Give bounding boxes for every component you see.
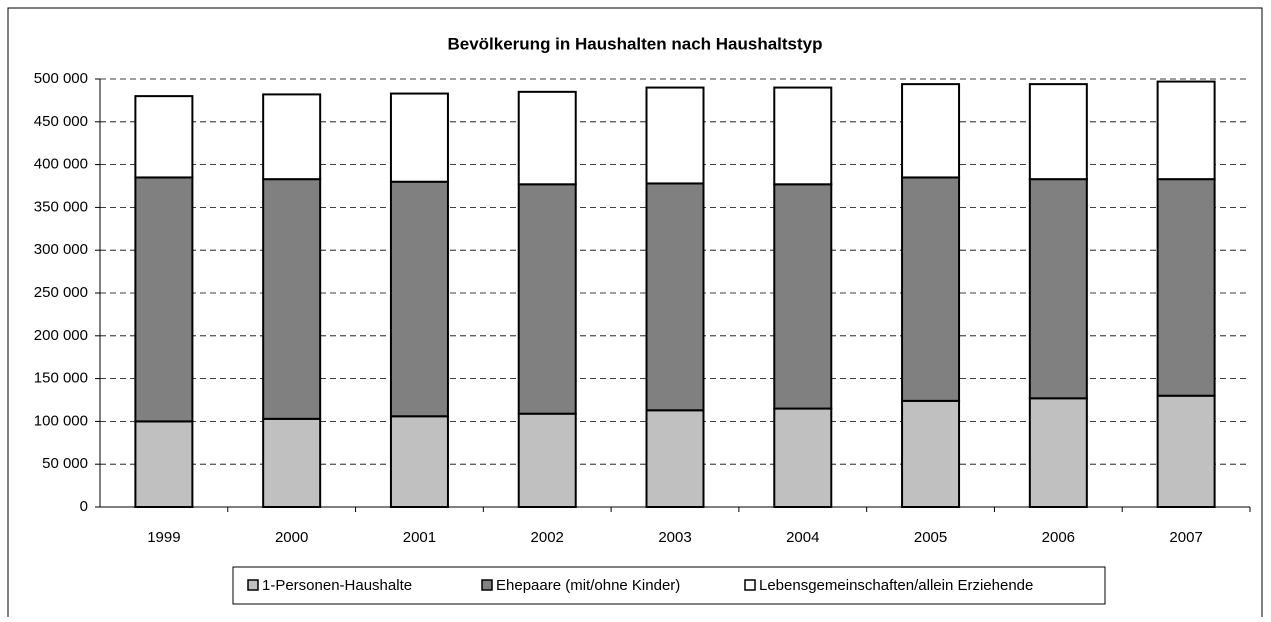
bar-segment <box>773 183 833 410</box>
bar-segment <box>773 407 833 508</box>
y-tick-label: 0 <box>80 498 88 515</box>
y-tick-label: 50 000 <box>42 455 88 472</box>
x-tick-label: 2006 <box>1042 529 1075 546</box>
y-tick-label: 450 000 <box>34 113 88 130</box>
y-tick-label: 500 000 <box>34 70 88 87</box>
bar-segment <box>517 90 577 186</box>
bar-segment <box>1156 80 1216 181</box>
x-tick-label: 2003 <box>658 529 691 546</box>
y-tick-label: 200 000 <box>34 327 88 344</box>
bar-segment <box>1028 397 1088 508</box>
bar-segment <box>134 95 194 179</box>
bar-segment <box>1028 83 1088 181</box>
legend-box <box>232 566 1106 605</box>
x-tick-label: 2001 <box>403 529 436 546</box>
y-tick-label: 150 000 <box>34 370 88 387</box>
bar-segment <box>645 409 705 508</box>
bar-segment <box>1156 394 1216 508</box>
x-tick-label: 2007 <box>1169 529 1202 546</box>
bar-segment <box>262 178 322 420</box>
bar-segment <box>901 176 961 402</box>
x-tick-label: 2004 <box>786 529 819 546</box>
y-tick-label: 100 000 <box>34 412 88 429</box>
bar-segment <box>645 182 705 412</box>
bar-segment <box>134 176 194 423</box>
legend-label: Lebensgemeinschaften/allein Erziehende <box>759 577 1033 594</box>
bar-segment <box>262 93 322 181</box>
bar-segment <box>901 83 961 179</box>
x-tick-label: 1999 <box>147 529 180 546</box>
bar-segment <box>517 412 577 509</box>
y-tick-label: 350 000 <box>34 198 88 215</box>
x-tick-label: 2000 <box>275 529 308 546</box>
legend-swatch <box>481 579 493 591</box>
bar-segment <box>517 183 577 415</box>
legend-label: Ehepaare (mit/ohne Kinder) <box>496 577 680 594</box>
chart-border <box>7 7 1263 617</box>
bar-segment <box>773 86 833 186</box>
bar-segment <box>901 399 961 508</box>
bar-segment <box>389 415 449 509</box>
bar-segment <box>134 420 194 508</box>
y-tick-label: 300 000 <box>34 241 88 258</box>
x-tick-label: 2002 <box>531 529 564 546</box>
legend-swatch <box>247 579 259 591</box>
chart-title: Bevölkerung in Haushalten nach Haushalts… <box>447 34 822 53</box>
bar-segment <box>1028 178 1088 400</box>
legend-label: 1-Personen-Haushalte <box>262 577 412 594</box>
bar-segment <box>262 417 322 508</box>
x-tick-label: 2005 <box>914 529 947 546</box>
bar-segment <box>1156 178 1216 397</box>
y-tick-label: 400 000 <box>34 156 88 173</box>
legend-swatch <box>744 579 756 591</box>
bar-segment <box>389 180 449 418</box>
y-tick-label: 250 000 <box>34 284 88 301</box>
bar-segment <box>389 92 449 183</box>
bar-segment <box>645 86 705 185</box>
